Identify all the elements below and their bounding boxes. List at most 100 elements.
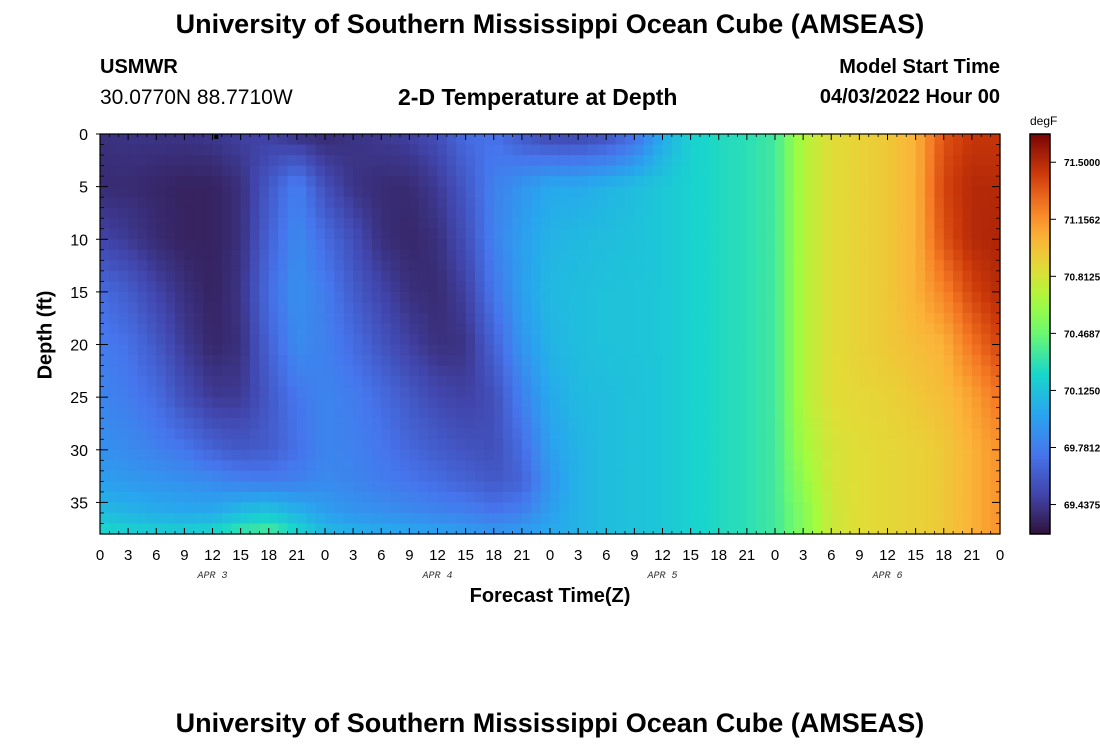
heatmap-cell [315, 144, 326, 156]
heatmap-cell [109, 428, 120, 440]
heatmap-cell [868, 165, 879, 177]
heatmap-cell [521, 249, 532, 261]
heatmap-cell [437, 144, 448, 156]
heatmap-cell [118, 302, 129, 314]
heatmap-cell [568, 386, 579, 398]
heatmap-cell [184, 512, 195, 525]
heatmap-cell [700, 291, 710, 304]
heatmap-cell [503, 397, 514, 409]
heatmap-cell [606, 439, 617, 451]
heatmap-cell [156, 134, 167, 146]
heatmap-cell [437, 291, 448, 304]
heatmap-cell [343, 312, 354, 325]
heatmap-cell [953, 302, 964, 314]
heatmap-cell [343, 428, 354, 440]
heatmap-cell [737, 155, 748, 167]
heatmap-cell [934, 312, 945, 325]
heatmap-cell [287, 470, 298, 482]
heatmap-cell [578, 397, 589, 409]
heatmap-cell [615, 218, 626, 230]
heatmap-cell [840, 407, 851, 419]
heatmap-cell [296, 397, 307, 409]
heatmap-cell [390, 302, 401, 314]
heatmap-cell [137, 449, 148, 461]
heatmap-cell [606, 449, 617, 461]
heatmap-cell [212, 481, 223, 493]
heatmap-cell [109, 407, 120, 419]
heatmap-cell [306, 512, 317, 525]
heatmap-cell [268, 260, 279, 272]
heatmap-cell [962, 502, 973, 514]
heatmap-cell [559, 418, 570, 430]
heatmap-cell [175, 270, 185, 282]
heatmap-cell [981, 523, 992, 535]
heatmap-cell [840, 449, 851, 461]
heatmap-cell [690, 418, 701, 430]
heatmap-cell [634, 407, 645, 419]
heatmap-cell [118, 523, 129, 535]
page-title: University of Southern Mississippi Ocean… [175, 9, 925, 39]
heatmap-cell [521, 334, 532, 346]
heatmap-cell [315, 176, 326, 188]
heatmap-cell [531, 386, 542, 398]
heatmap-cell [371, 312, 382, 325]
heatmap-cell [390, 334, 401, 346]
heatmap-cell [906, 502, 917, 514]
heatmap-cell [521, 407, 532, 419]
heatmap-cell [493, 502, 504, 514]
heatmap-cell [343, 218, 354, 230]
heatmap-cell [812, 334, 823, 346]
heatmap-cell [146, 312, 157, 325]
heatmap-cell [353, 239, 364, 251]
heatmap-cell [868, 365, 879, 377]
heatmap-cell [615, 165, 626, 177]
heatmap-cell [221, 491, 232, 504]
heatmap-cell [662, 312, 673, 325]
heatmap-cell [859, 302, 870, 314]
heatmap-cell [700, 334, 710, 346]
heatmap-cell [231, 407, 242, 419]
heatmap-cell [906, 491, 917, 504]
heatmap-cell [503, 197, 514, 209]
heatmap-cell [653, 407, 664, 419]
heatmap-cell [662, 481, 673, 493]
heatmap-cell [643, 355, 654, 367]
heatmap-cell [118, 312, 129, 325]
heatmap-cell [784, 365, 795, 377]
heatmap-cell [203, 155, 214, 167]
heatmap-cell [540, 365, 551, 377]
heatmap-cell [878, 355, 889, 367]
heatmap-cell [493, 449, 504, 461]
heatmap-cell [653, 260, 664, 272]
heatmap-cell [765, 376, 776, 388]
heatmap-cell [981, 365, 992, 377]
heatmap-cell [353, 470, 364, 482]
heatmap-cell [690, 365, 701, 377]
heatmap-cell [334, 460, 345, 472]
heatmap-cell [540, 334, 551, 346]
heatmap-cell [859, 186, 870, 198]
heatmap-cell [231, 502, 242, 514]
heatmap-cell [465, 481, 476, 493]
heatmap-cell [400, 302, 410, 314]
heatmap-cell [418, 376, 429, 388]
heatmap-cell [775, 344, 785, 356]
heatmap-cell [231, 207, 242, 219]
heatmap-cell [193, 186, 204, 198]
heatmap-cell [587, 355, 598, 367]
heatmap-cell [803, 218, 814, 230]
heatmap-cell [146, 439, 157, 451]
heatmap-cell [971, 228, 982, 240]
heatmap-cell [146, 134, 157, 146]
heatmap-cell [878, 144, 889, 156]
heatmap-cell [287, 334, 298, 346]
heatmap-cell [540, 270, 551, 282]
heatmap-cell [484, 502, 495, 514]
heatmap-cell [203, 176, 214, 188]
heatmap-cell [325, 228, 335, 240]
heatmap-cell [896, 134, 907, 146]
heatmap-cell [615, 291, 626, 304]
heatmap-cell [615, 228, 626, 240]
heatmap-cell [503, 334, 514, 346]
heatmap-cell [268, 302, 279, 314]
